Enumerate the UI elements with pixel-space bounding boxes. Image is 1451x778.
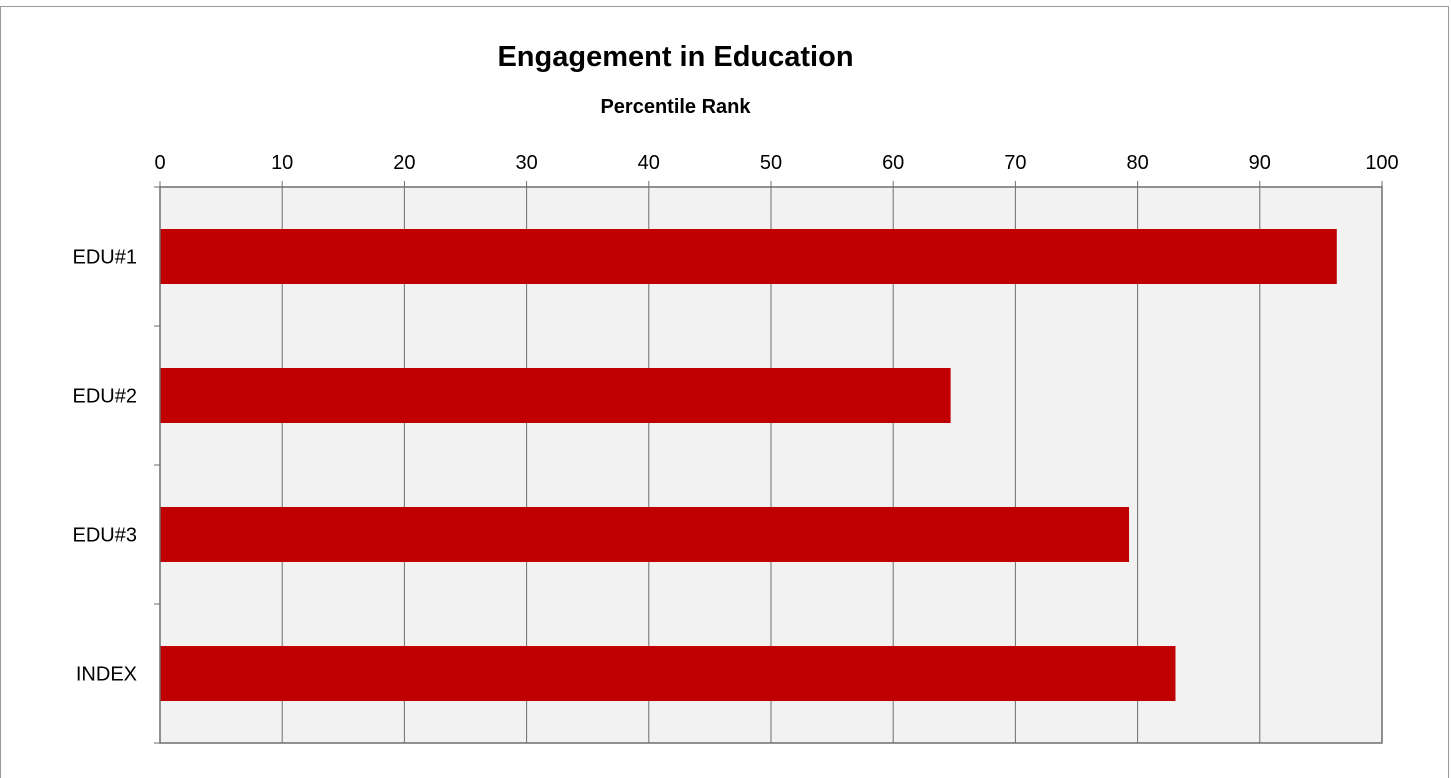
x-tick-label: 10 (271, 152, 293, 174)
plot-border (159, 186, 1383, 744)
x-tick-label: 70 (1004, 152, 1026, 174)
y-axis-ticks (154, 186, 160, 744)
x-tick-label: 80 (1126, 152, 1148, 174)
x-axis-tick-labels: 0 10 20 30 40 50 60 70 80 90 100 (154, 152, 1398, 174)
chart-frame (0, 6, 1449, 778)
category-label: EDU#3 (73, 525, 137, 547)
chart-title: Engagement in Education (497, 41, 854, 73)
x-tick-label: 40 (638, 152, 660, 174)
category-labels: EDU#1 EDU#2 EDU#3 INDEX (73, 247, 137, 686)
x-tick-label: 30 (515, 152, 537, 174)
bars (160, 229, 1337, 701)
category-label: INDEX (76, 664, 137, 686)
x-tick-label: 60 (882, 152, 904, 174)
x-tick-label: 90 (1249, 152, 1271, 174)
bar-edu-1 (160, 229, 1337, 284)
bar-edu-2 (160, 368, 951, 423)
x-tick-label: 50 (760, 152, 782, 174)
x-tick-label: 100 (1365, 152, 1398, 174)
x-axis-ticks (159, 181, 1383, 187)
bar-edu-3 (160, 507, 1130, 562)
chart-subtitle: Percentile Rank (600, 96, 751, 118)
bar-index (160, 646, 1176, 701)
category-label: EDU#2 (73, 386, 137, 408)
category-label: EDU#1 (73, 247, 137, 269)
x-tick-label: 20 (393, 152, 415, 174)
x-tick-label: 0 (154, 152, 165, 174)
